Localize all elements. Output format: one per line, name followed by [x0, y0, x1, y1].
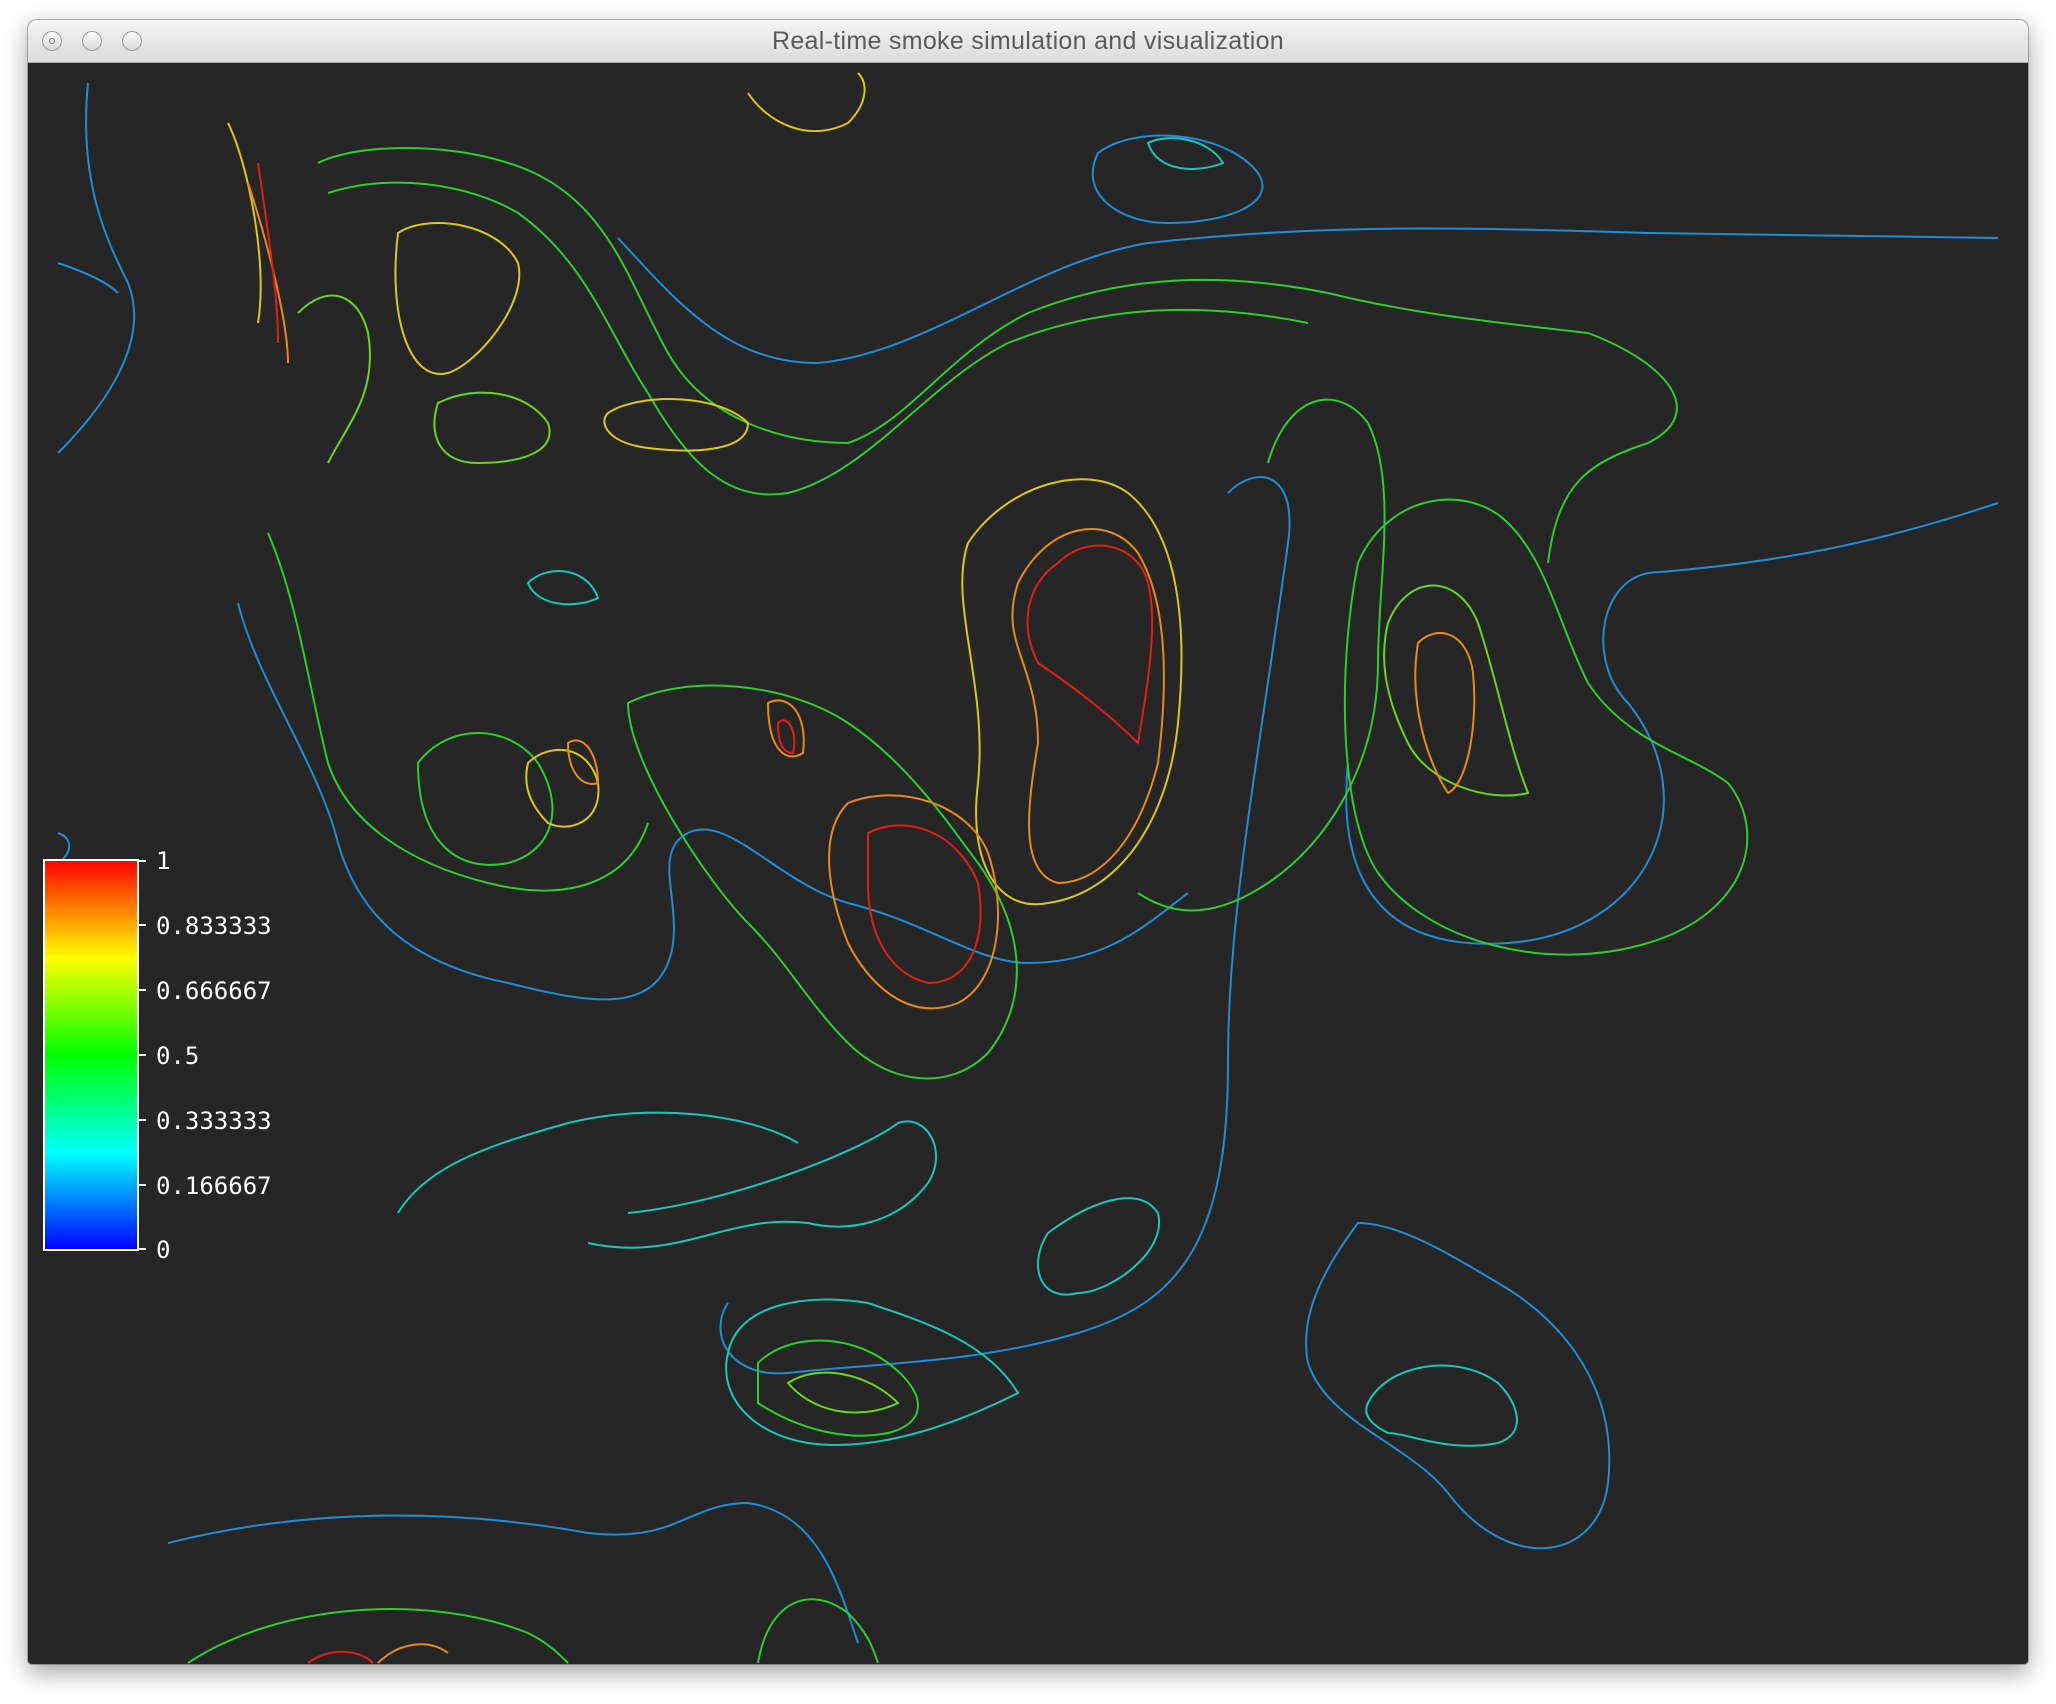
contour-line [227, 122, 262, 324]
contour-line [1026, 544, 1154, 746]
contour-line [416, 732, 554, 866]
contour-line [1305, 1221, 1611, 1550]
contour-line [525, 749, 600, 828]
contour-line [1037, 1197, 1161, 1296]
contour-line [719, 476, 1291, 1375]
contour-line [526, 570, 600, 606]
contour-line [1146, 137, 1225, 170]
contour-line [566, 739, 600, 785]
contour-line [267, 532, 649, 892]
contour-line [747, 72, 866, 132]
contour-line [1345, 502, 1999, 945]
contour-line [187, 1608, 569, 1664]
colorbar-label-0333: 0.333333 [156, 1107, 272, 1135]
contour-line [317, 147, 1678, 564]
app-window: Real-time smoke simulation and visualiza… [28, 20, 2028, 1664]
close-button[interactable] [42, 31, 62, 51]
contour-line [1137, 398, 1386, 912]
contour-line [961, 478, 1183, 906]
contour-line [757, 1598, 879, 1664]
contour-line [167, 1501, 859, 1644]
contour-line [757, 1339, 919, 1437]
contour-line [327, 181, 1309, 496]
contour-line [247, 182, 289, 364]
contour-line [307, 1650, 374, 1664]
contour-line [1091, 134, 1264, 225]
minimize-button[interactable] [82, 31, 102, 51]
colorbar-label-0833: 0.833333 [156, 912, 272, 940]
contour-line [397, 1111, 799, 1214]
contour-line [297, 294, 371, 464]
colorbar-ticks [138, 860, 146, 1250]
contour-line [766, 699, 805, 758]
colorbar-label-0667: 0.666667 [156, 977, 272, 1005]
close-icon [49, 38, 55, 44]
contour-line [1383, 584, 1530, 797]
colorbar [43, 859, 139, 1251]
contour-line [1343, 498, 1749, 956]
contour-line [1365, 1364, 1518, 1447]
contour-line [394, 222, 521, 375]
window-title: Real-time smoke simulation and visualiza… [771, 27, 1285, 55]
contour-line [57, 832, 71, 864]
contour-line [1414, 632, 1476, 795]
contour-line [257, 162, 279, 344]
contour-line [725, 1298, 1020, 1446]
colorbar-label-05: 0.5 [156, 1042, 200, 1070]
colorbar-label-0: 0 [156, 1236, 171, 1264]
contour-line [776, 719, 796, 755]
contour-line [617, 227, 1999, 365]
title-bar: Real-time smoke simulation and visualiza… [28, 20, 2028, 63]
contour-line [1011, 528, 1165, 885]
contour-line [603, 398, 750, 452]
contour-line [867, 824, 982, 985]
simulation-canvas[interactable]: 1 0.833333 0.666667 0.5 0.333333 0.16666… [28, 63, 2028, 1664]
contour-line [57, 262, 119, 294]
colorbar-label-1: 1 [156, 847, 171, 875]
contour-line [57, 82, 136, 454]
contour-line [786, 1371, 900, 1414]
contour-plot [43, 72, 1999, 1664]
zoom-button[interactable] [122, 31, 142, 51]
contour-line [433, 391, 551, 465]
contour-line [626, 684, 1018, 1080]
contour-line [377, 1643, 449, 1664]
contour-line [237, 602, 1189, 1001]
contour-line [828, 794, 999, 1010]
contour-line [587, 1120, 938, 1249]
colorbar-label-0167: 0.166667 [156, 1172, 272, 1200]
